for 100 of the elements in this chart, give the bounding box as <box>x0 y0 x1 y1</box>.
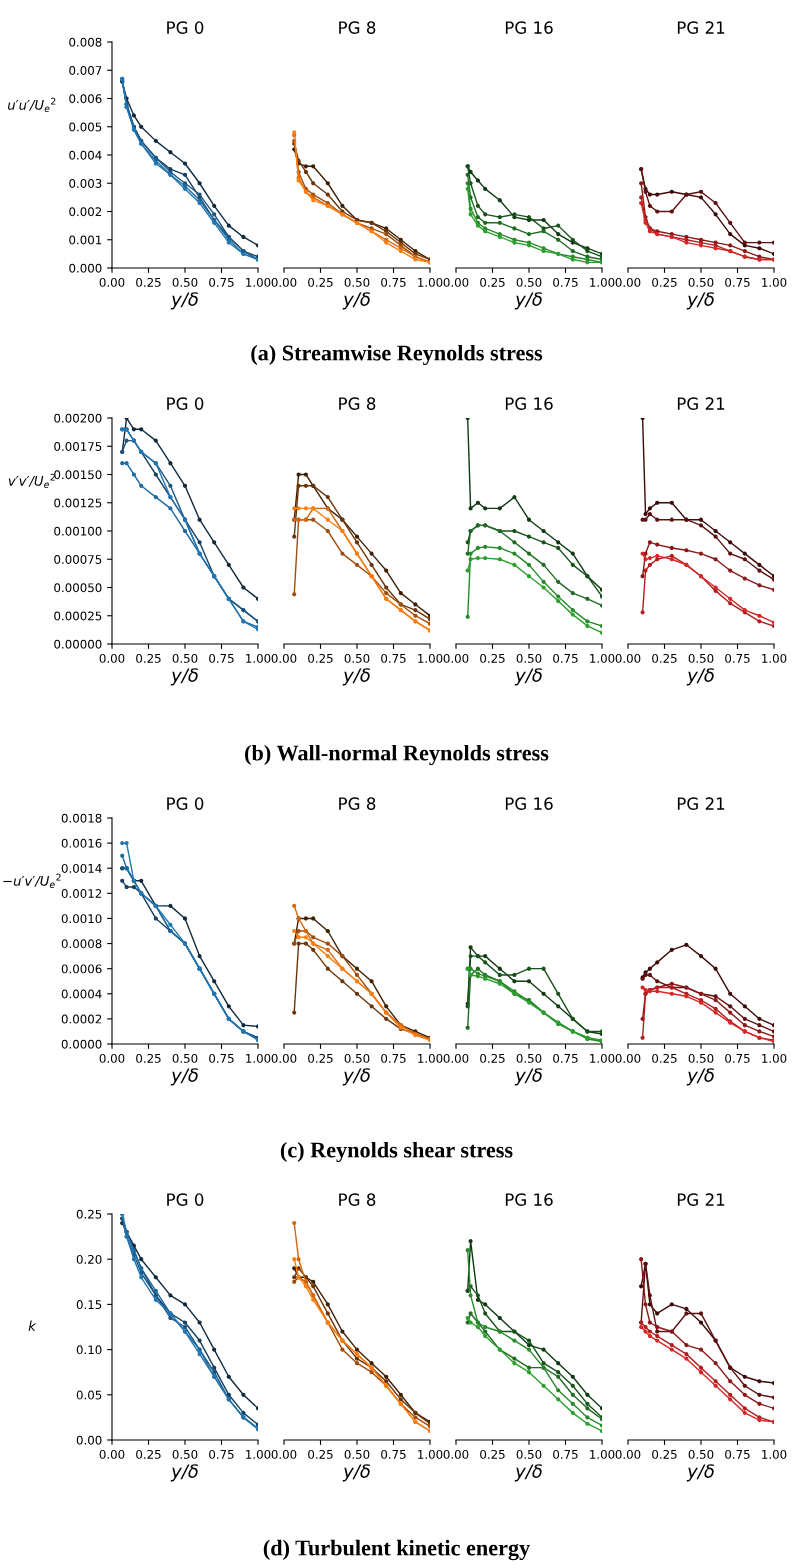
x-tick-label: 0.50 <box>516 1449 542 1459</box>
y-axis-title: k <box>28 1320 37 1331</box>
chart-title: PG 21 <box>677 1193 725 1206</box>
y-tick-label: 0.0008 <box>61 939 102 949</box>
x-tick-label: 1.00 <box>590 1053 615 1063</box>
y-tick-label: 0.00025 <box>54 611 102 621</box>
x-tick-label: 0.25 <box>480 277 505 287</box>
y-tick-label: 0.002 <box>69 207 102 217</box>
x-tick-label: 0.25 <box>652 653 677 663</box>
y-tick-label: 0.004 <box>69 150 102 160</box>
y-tick-label: 0.006 <box>69 94 102 104</box>
x-axis-title: y/δ <box>514 292 542 310</box>
x-tick-label: 1.00 <box>762 653 787 663</box>
chart-title: PG 21 <box>677 797 725 810</box>
x-tick-label: 1.00 <box>762 277 787 287</box>
y-tick-label: 0.00000 <box>54 639 102 649</box>
y-tick-label: 0.0012 <box>61 889 102 898</box>
x-tick-label: 0.75 <box>209 1449 234 1459</box>
x-tick-label: 0.75 <box>381 1053 406 1063</box>
x-tick-label: 0.50 <box>516 653 542 663</box>
y-tick-label: 0.005 <box>69 122 102 132</box>
x-tick-label: 0.00 <box>271 277 297 287</box>
text: (b) Wall-normal Reynolds stress <box>245 744 549 766</box>
x-axis-title: y/δ <box>686 1068 714 1086</box>
text: (a) Streamwise Reynolds stress <box>251 344 543 366</box>
x-tick-label: 0.00 <box>443 277 469 287</box>
y-tick-label: 0.0000 <box>61 1039 102 1049</box>
y-tick-label: 0.00125 <box>54 498 102 508</box>
x-tick-label: 0.50 <box>344 1449 370 1459</box>
x-tick-label: 0.75 <box>553 653 578 663</box>
y-tick-label: 0.0010 <box>61 914 102 924</box>
y-tick-label: 0.001 <box>69 235 102 245</box>
text: (c) Reynolds shear stress <box>280 1141 513 1163</box>
y-tick-label: 0.0014 <box>61 863 102 873</box>
x-axis-title: y/δ <box>170 1464 198 1482</box>
x-tick-label: 0.50 <box>688 1449 714 1459</box>
x-tick-label: 0.50 <box>172 1449 198 1459</box>
chart-title: PG 8 <box>339 21 376 34</box>
x-axis-title: y/δ <box>170 292 198 310</box>
x-tick-label: 1.00 <box>418 1053 443 1063</box>
x-tick-label: 0.50 <box>516 277 542 287</box>
y-tick-label: 0.0006 <box>61 964 102 974</box>
x-tick-label: 0.50 <box>688 1053 714 1063</box>
x-tick-label: 0.75 <box>209 1053 234 1063</box>
y-tick-label: 0.20 <box>76 1254 102 1264</box>
y-tick-label: 0.15 <box>76 1300 102 1310</box>
chart-title: PG 16 <box>505 1193 553 1206</box>
x-tick-label: 0.00 <box>443 653 469 663</box>
x-tick-label: 1.00 <box>246 653 271 663</box>
x-tick-label: 0.25 <box>652 1449 677 1459</box>
x-tick-label: 1.00 <box>590 653 615 663</box>
x-tick-label: 0.25 <box>136 1053 161 1063</box>
x-tick-label: 0.50 <box>344 1053 370 1063</box>
chart-title: PG 16 <box>505 797 553 810</box>
x-tick-label: 0.75 <box>553 277 578 287</box>
x-tick-label: 0.75 <box>381 1449 406 1459</box>
x-tick-label: 1.00 <box>418 1449 443 1459</box>
x-tick-label: 0.25 <box>136 1449 161 1459</box>
y-tick-label: 0.00100 <box>54 526 102 536</box>
x-tick-label: 0.75 <box>209 277 234 287</box>
x-tick-label: 0.25 <box>308 277 333 287</box>
x-tick-label: 0.75 <box>381 653 406 663</box>
x-axis-title: y/δ <box>342 1068 370 1086</box>
y-tick-label: 0.00175 <box>54 441 102 451</box>
x-tick-label: 1.00 <box>246 1053 271 1063</box>
x-tick-label: 0.75 <box>381 277 406 287</box>
y-tick-label: 0.00 <box>76 1435 102 1445</box>
x-axis-title: y/δ <box>686 1464 714 1482</box>
x-tick-label: 0.50 <box>344 653 370 663</box>
y-tick-label: 0.0016 <box>61 838 102 848</box>
x-tick-label: 0.00 <box>443 1053 469 1063</box>
y-tick-label: 0.0002 <box>61 1014 102 1024</box>
x-tick-label: 1.00 <box>762 1053 787 1063</box>
x-tick-label: 0.25 <box>652 277 677 287</box>
x-tick-label: 0.25 <box>308 1449 333 1459</box>
y-tick-label: 0.00150 <box>54 470 102 480</box>
x-tick-label: 0.75 <box>553 1449 578 1459</box>
x-axis-title: y/δ <box>342 292 370 310</box>
chart-title: PG 8 <box>339 397 376 410</box>
x-tick-label: 0.00 <box>99 653 125 663</box>
chart-title: PG 0 <box>167 797 204 810</box>
x-tick-label: 0.25 <box>136 277 161 287</box>
x-axis-title: y/δ <box>514 1068 542 1086</box>
y-tick-label: 0.003 <box>69 178 102 188</box>
x-tick-label: 0.75 <box>725 277 750 287</box>
x-tick-label: 0.50 <box>688 653 714 663</box>
y-tick-label: 0.10 <box>76 1345 102 1355</box>
x-tick-label: 0.25 <box>136 653 161 663</box>
x-tick-label: 0.50 <box>516 1053 542 1063</box>
x-tick-label: 0.50 <box>344 277 370 287</box>
x-tick-label: 0.50 <box>172 277 198 287</box>
y-tick-label: 0.00075 <box>54 554 102 564</box>
y-tick-label: 0.008 <box>69 37 102 47</box>
x-axis-title: y/δ <box>686 668 714 686</box>
y-tick-label: 0.0004 <box>61 989 102 999</box>
x-tick-label: 1.00 <box>246 1449 271 1459</box>
x-axis-title: y/δ <box>514 668 542 686</box>
x-tick-label: 1.00 <box>762 1449 787 1459</box>
x-axis-title: y/δ <box>170 1068 198 1086</box>
chart-title: PG 0 <box>167 397 204 410</box>
